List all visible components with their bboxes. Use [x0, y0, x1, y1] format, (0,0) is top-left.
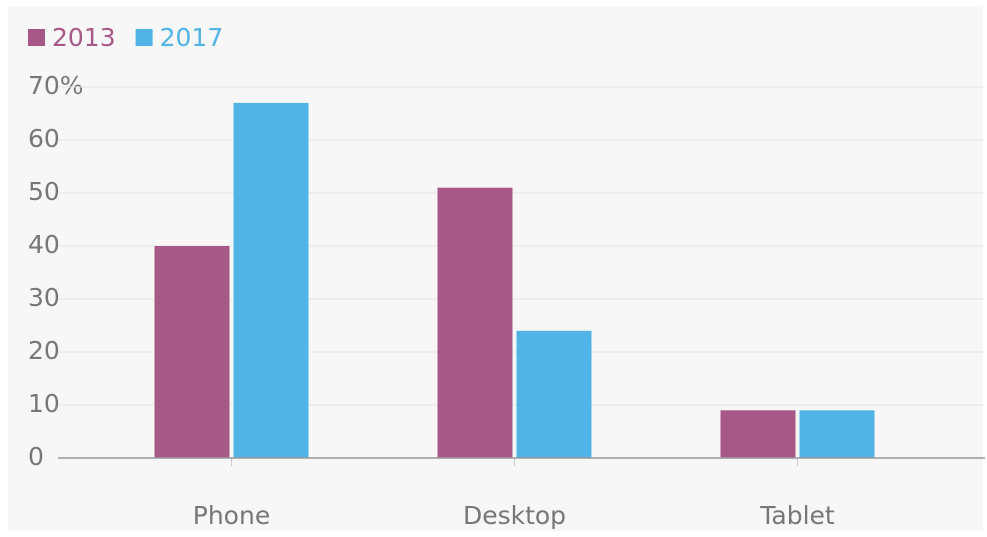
x-tick-label: Desktop: [463, 501, 566, 530]
y-tick-label: 60: [28, 124, 60, 153]
bar: [516, 330, 592, 458]
bar: [720, 410, 796, 458]
y-tick-label: 30: [28, 283, 60, 312]
y-tick-label: 10: [28, 389, 60, 418]
x-tick-label: Phone: [193, 501, 270, 530]
legend-label: 2013: [52, 23, 116, 52]
y-tick-label: 0: [28, 442, 44, 471]
legend-swatch: [28, 29, 45, 46]
bar: [799, 410, 875, 458]
y-tick-label: 70%: [28, 71, 84, 100]
y-tick-label: 40: [28, 230, 60, 259]
y-tick-label: 20: [28, 336, 60, 365]
legend-swatch: [135, 29, 153, 46]
x-tick-label: Tablet: [759, 501, 835, 530]
legend-label: 2017: [160, 23, 224, 52]
bar: [233, 102, 309, 459]
bar: [154, 246, 230, 458]
y-tick-label: 50: [28, 177, 60, 206]
bar: [437, 187, 513, 458]
